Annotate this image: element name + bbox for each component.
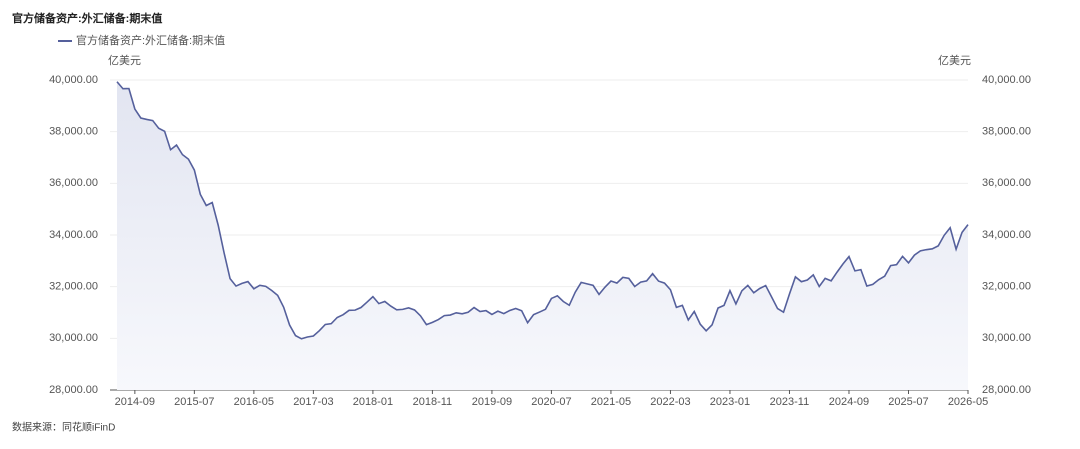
y2-tick-label: 38,000.00 [982,126,1031,138]
x-tick-label: 2024-09 [829,396,869,408]
y-tick-label: 30,000.00 [49,332,98,344]
x-tick-label: 2018-01 [353,396,393,408]
x-tick-label: 2020-07 [531,396,571,408]
x-tick-label: 2022-03 [650,396,690,408]
source: 数据来源：同花顺iFinD [12,421,115,434]
x-tick-label: 2021-05 [591,396,631,408]
y2-tick-label: 28,000.00 [982,384,1031,396]
y-tick-label: 34,000.00 [49,229,98,241]
x-tick-label: 2016-05 [234,396,274,408]
x-tick-label: 2023-01 [710,396,750,408]
y-tick-label: 28,000.00 [49,384,98,396]
y2-tick-label: 34,000.00 [982,229,1031,241]
x-tick-label: 2018-11 [413,396,453,408]
y-tick-label: 36,000.00 [49,177,98,189]
y2-tick-label: 40,000.00 [982,74,1031,86]
y2-tick-label: 30,000.00 [982,332,1031,344]
x-tick-label: 2014-09 [115,396,155,408]
x-tick-label: 2017-03 [293,396,333,408]
x-tick-label: 2025-07 [888,396,928,408]
x-tick-label: 2026-05 [948,396,988,408]
y-unit: 亿美元 [108,54,141,67]
x-tick-label: 2019-09 [472,396,512,408]
y2-unit: 亿美元 [938,54,971,67]
area-fill [117,81,968,390]
y2-tick-label: 32,000.00 [982,281,1031,293]
y-tick-label: 32,000.00 [49,281,98,293]
y2-tick-label: 36,000.00 [982,177,1031,189]
y-tick-label: 40,000.00 [49,74,98,86]
x-tick-label: 2023-11 [770,396,810,408]
line [116,81,969,340]
chart-title: 官方储备资产:外汇储备:期末值 [12,11,162,25]
legend-label: 官方储备资产:外汇储备:期末值 [76,33,225,47]
y-tick-label: 38,000.00 [49,126,98,138]
x-tick-label: 2015-07 [174,396,214,408]
